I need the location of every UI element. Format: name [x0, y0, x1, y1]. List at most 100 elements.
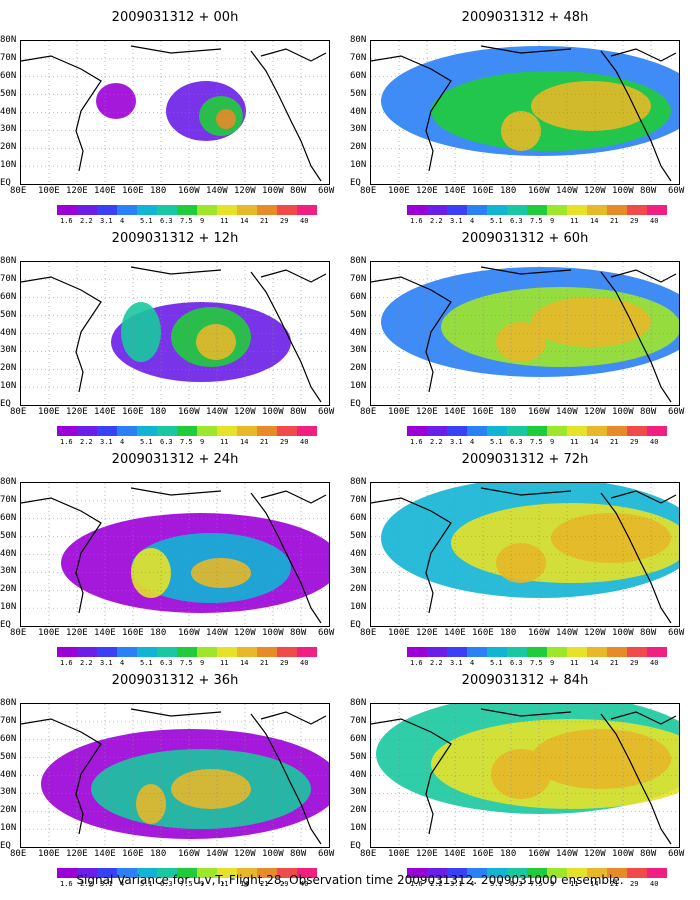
y-tick-label: 20N: [350, 363, 367, 374]
x-tick-label: 80E: [360, 186, 377, 196]
colorbar-swatch: [627, 647, 647, 657]
panel-title: 2009031312 + 72h: [461, 452, 589, 467]
variance-contour: [196, 324, 236, 360]
colorbar-swatch: [467, 868, 487, 878]
y-tick-label: 70N: [0, 715, 17, 726]
x-tick-label: 180: [500, 407, 517, 417]
x-tick-label: 100E: [38, 407, 60, 417]
y-tick-label: 30N: [350, 566, 367, 577]
y-tick-label: 30N: [350, 787, 367, 798]
colorbar-label: 1.6: [410, 659, 423, 667]
x-tick-label: 80W: [640, 849, 657, 859]
y-tick-label: 20N: [350, 584, 367, 595]
colorbar-swatch: [177, 205, 197, 215]
x-tick-label: 100E: [388, 186, 410, 196]
y-tick-label: EQ: [0, 620, 11, 630]
panel-title: 2009031312 + 60h: [461, 231, 589, 246]
colorbar-swatch: [217, 647, 237, 657]
x-tick-label: 120E: [416, 849, 438, 859]
coastline: [21, 266, 327, 403]
colorbar-swatch: [507, 426, 527, 436]
x-tick-label: 160E: [472, 186, 494, 196]
colorbar-label: 14: [240, 217, 249, 225]
y-tick-label: 50N: [0, 309, 17, 320]
y-tick-label: 20N: [350, 805, 367, 816]
y-tick-label: EQ: [350, 178, 361, 188]
colorbar-label: 2.2: [80, 880, 93, 888]
y-tick-label: 10N: [0, 823, 17, 834]
colorbar-label: 7.5: [530, 880, 543, 888]
y-tick-label: 80N: [350, 477, 367, 487]
panel-title: 2009031312 + 84h: [461, 673, 589, 688]
colorbar-label: 6.3: [510, 438, 523, 446]
colorbar-swatch: [297, 868, 317, 878]
x-tick-label: 80W: [290, 628, 307, 638]
colorbar-label: 7.5: [180, 217, 193, 225]
colorbar-label: 5.1: [490, 438, 503, 446]
y-tick-label: 20N: [0, 142, 17, 153]
x-tick-label: 120W: [584, 628, 606, 638]
colorbar-label: 3.1: [450, 438, 463, 446]
x-tick-label: 160E: [122, 849, 144, 859]
x-tick-label: 160W: [528, 849, 550, 859]
colorbar-swatch: [547, 426, 567, 436]
colorbar-label: 7.5: [180, 438, 193, 446]
colorbar-swatch: [117, 868, 137, 878]
colorbar-swatch: [297, 647, 317, 657]
colorbar-label: 40: [300, 217, 309, 225]
colorbar-swatch: [567, 205, 587, 215]
x-tick-label: 140W: [556, 628, 578, 638]
x-tick-label: 60W: [668, 186, 685, 196]
colorbar-label: 29: [630, 438, 639, 446]
y-tick-label: 40N: [0, 548, 17, 559]
x-tick-label: 100W: [262, 849, 284, 859]
colorbar-label: 2.2: [430, 659, 443, 667]
y-tick-label: 40N: [0, 769, 17, 780]
colorbar-swatch: [217, 205, 237, 215]
x-tick-label: 160E: [122, 186, 144, 196]
y-tick-label: 40N: [0, 327, 17, 338]
x-tick-label: 160W: [178, 628, 200, 638]
colorbar-swatch: [427, 205, 447, 215]
colorbar-label: 11: [570, 217, 579, 225]
colorbar-swatch: [487, 426, 507, 436]
y-tick-label: 30N: [0, 124, 17, 135]
colorbar-label: 14: [590, 438, 599, 446]
x-tick-label: 140W: [206, 186, 228, 196]
variance-contour: [496, 322, 546, 362]
colorbar-swatch: [647, 868, 667, 878]
coastline: [371, 708, 677, 845]
colorbar: [57, 205, 317, 215]
x-tick-label: 100W: [262, 628, 284, 638]
y-tick-label: 30N: [0, 566, 17, 577]
y-tick-label: 20N: [0, 363, 17, 374]
x-tick-label: 120E: [416, 628, 438, 638]
colorbar-label: 29: [280, 880, 289, 888]
x-tick-label: 140W: [206, 628, 228, 638]
colorbar-swatch: [217, 868, 237, 878]
x-tick-label: 140W: [556, 407, 578, 417]
y-tick-label: 60N: [350, 70, 367, 81]
y-tick-label: EQ: [0, 841, 11, 851]
colorbar-swatch: [447, 426, 467, 436]
x-tick-label: 160E: [122, 628, 144, 638]
colorbar-swatch: [157, 426, 177, 436]
colorbar-label: 5.1: [490, 880, 503, 888]
variance-contour: [551, 513, 671, 563]
variance-contour: [501, 111, 541, 151]
x-tick-label: 140E: [444, 628, 466, 638]
y-tick-label: 50N: [0, 530, 17, 541]
colorbar-swatch: [257, 426, 277, 436]
x-tick-label: 160W: [528, 628, 550, 638]
colorbar-label: 2.2: [430, 438, 443, 446]
colorbar-swatch: [177, 647, 197, 657]
colorbar-swatch: [97, 868, 117, 878]
variance-map: [20, 703, 330, 848]
colorbar-swatch: [257, 205, 277, 215]
y-tick-label: 60N: [0, 70, 17, 81]
colorbar-swatch: [407, 868, 427, 878]
x-tick-label: 60W: [668, 407, 685, 417]
colorbar-swatch: [507, 205, 527, 215]
colorbar: [57, 426, 317, 436]
colorbar-label: 3.1: [450, 659, 463, 667]
